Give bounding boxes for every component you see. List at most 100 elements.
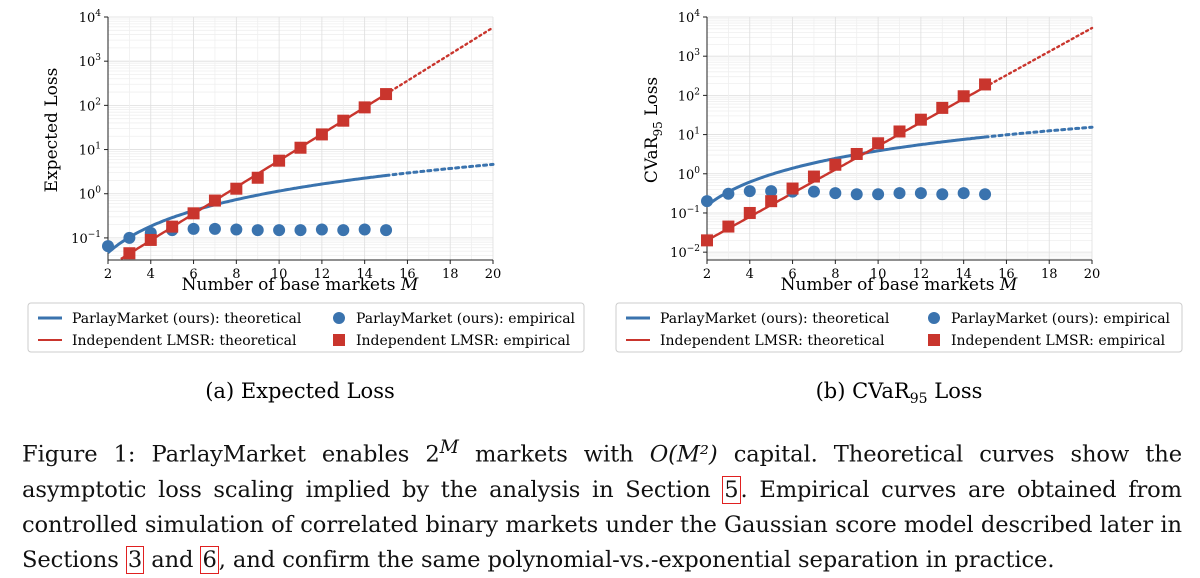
- empirical-point: [722, 220, 735, 233]
- caption-text: capital. Theoretical curves show the asy…: [22, 441, 1182, 503]
- y-axis-label: CVaR95 Loss: [642, 77, 665, 183]
- empirical-point: [722, 187, 735, 200]
- empirical-point: [957, 187, 970, 200]
- grid: [706, 16, 1093, 260]
- empirical-point: [807, 185, 820, 198]
- empirical-point: [957, 90, 970, 103]
- empirical-point: [743, 185, 756, 198]
- chart-panel-b: CVaR95 Loss Number of base markets M Par…: [615, 9, 1183, 407]
- empirical-point: [765, 185, 778, 198]
- subcaption-a: (a) Expected Loss: [205, 379, 395, 403]
- legend-label: Independent LMSR: empirical: [951, 333, 1166, 349]
- empirical-point: [872, 188, 885, 201]
- empirical-point: [102, 240, 114, 253]
- x-tick-label: 4: [147, 267, 155, 282]
- empirical-point: [144, 233, 157, 246]
- legend-a: ParlayMarket (ours): theoretical Indepen…: [27, 302, 585, 353]
- y-tick-label: 101: [79, 142, 101, 159]
- x-tick-label: 20: [485, 267, 502, 282]
- y-tick-label: 103: [678, 48, 701, 65]
- empirical-point: [701, 195, 713, 208]
- theoretical-extrapolation: [384, 26, 495, 96]
- empirical-point: [743, 206, 756, 219]
- legend-label: Independent LMSR: theoretical: [72, 333, 297, 349]
- empirical-point: [936, 101, 949, 114]
- y-tick-label: 101: [678, 127, 700, 144]
- theoretical-extrapolation: [384, 162, 495, 177]
- empirical-point: [294, 224, 307, 237]
- empirical-point: [936, 188, 949, 201]
- y-tick-label: 10−1: [71, 230, 101, 247]
- y-tick-label: 102: [678, 87, 700, 104]
- caption-text: , and confirm the same polynomial-vs.-ex…: [218, 546, 1055, 573]
- figure-caption: Figure 1: ParlayMarket enables 2M market…: [22, 430, 1182, 578]
- caption-text: and: [144, 546, 201, 573]
- legend-b: ParlayMarket (ours): theoretical Indepen…: [615, 302, 1183, 353]
- caption-math: O(M²): [649, 441, 718, 468]
- empirical-point: [380, 224, 393, 237]
- legend-label: ParlayMarket (ours): theoretical: [72, 311, 302, 327]
- empirical-point: [315, 223, 328, 236]
- empirical-point: [273, 224, 286, 237]
- y-tick-label: 100: [79, 186, 102, 203]
- legend-swatch-square: [928, 334, 940, 346]
- empirical-point: [123, 231, 136, 244]
- section-ref-link[interactable]: 5: [722, 475, 741, 504]
- legend-box: [615, 302, 1183, 353]
- empirical-point: [187, 222, 200, 235]
- empirical-point: [251, 171, 264, 184]
- legend-swatch-circle: [333, 312, 345, 324]
- empirical-point: [807, 170, 820, 183]
- empirical-point: [358, 223, 371, 236]
- figure-panels: Expected Loss Number of base markets M P…: [27, 9, 1183, 407]
- empirical-point: [786, 182, 799, 195]
- grid: [107, 16, 494, 260]
- empirical-point: [123, 247, 136, 260]
- empirical-point: [187, 207, 200, 220]
- empirical-point: [251, 224, 264, 237]
- empirical-point: [829, 187, 842, 200]
- empirical-point: [893, 187, 906, 200]
- subcaption-b: (b) CVaR95 Loss: [816, 379, 983, 407]
- plot-area: [102, 26, 495, 261]
- empirical-point: [979, 78, 992, 91]
- empirical-point: [208, 194, 221, 207]
- empirical-point: [315, 128, 328, 141]
- empirical-point: [380, 88, 393, 101]
- section-ref-link[interactable]: 6: [200, 545, 219, 574]
- empirical-point: [914, 113, 927, 126]
- empirical-point: [230, 182, 243, 195]
- y-tick-label: 100: [678, 166, 701, 183]
- empirical-point: [701, 234, 713, 247]
- empirical-point: [166, 220, 179, 233]
- x-tick-label: 10: [870, 267, 887, 282]
- x-tick-label: 8: [232, 267, 240, 282]
- x-tick-label: 18: [1041, 267, 1058, 282]
- x-tick-label: 14: [955, 267, 972, 282]
- empirical-point: [765, 195, 778, 208]
- x-tick-label: 12: [913, 267, 930, 282]
- empirical-point: [208, 222, 221, 235]
- y-tick-label: 104: [79, 9, 102, 26]
- y-tick-label: 102: [79, 97, 101, 114]
- caption-label: Figure 1:: [22, 441, 136, 468]
- y-axis-label: Expected Loss: [42, 68, 62, 193]
- theoretical-line: [706, 135, 986, 207]
- empirical-point: [850, 188, 863, 201]
- empirical-point: [872, 137, 885, 150]
- caption-text: markets with: [458, 441, 650, 468]
- caption-text: ParlayMarket enables 2: [151, 441, 440, 468]
- empirical-point: [914, 187, 927, 200]
- empirical-point: [294, 141, 307, 154]
- legend-swatch-square: [333, 334, 345, 346]
- empirical-point: [337, 224, 350, 237]
- y-tick-label: 10−2: [670, 244, 700, 261]
- empirical-point: [337, 114, 350, 127]
- x-tick-label: 14: [356, 267, 373, 282]
- section-ref-link[interactable]: 3: [125, 545, 145, 574]
- legend-label: ParlayMarket (ours): empirical: [356, 311, 576, 327]
- legend-label: Independent LMSR: theoretical: [660, 333, 885, 349]
- theoretical-line: [106, 174, 387, 254]
- x-axis-label: Number of base markets M: [182, 275, 419, 295]
- theoretical-extrapolation: [983, 125, 1094, 139]
